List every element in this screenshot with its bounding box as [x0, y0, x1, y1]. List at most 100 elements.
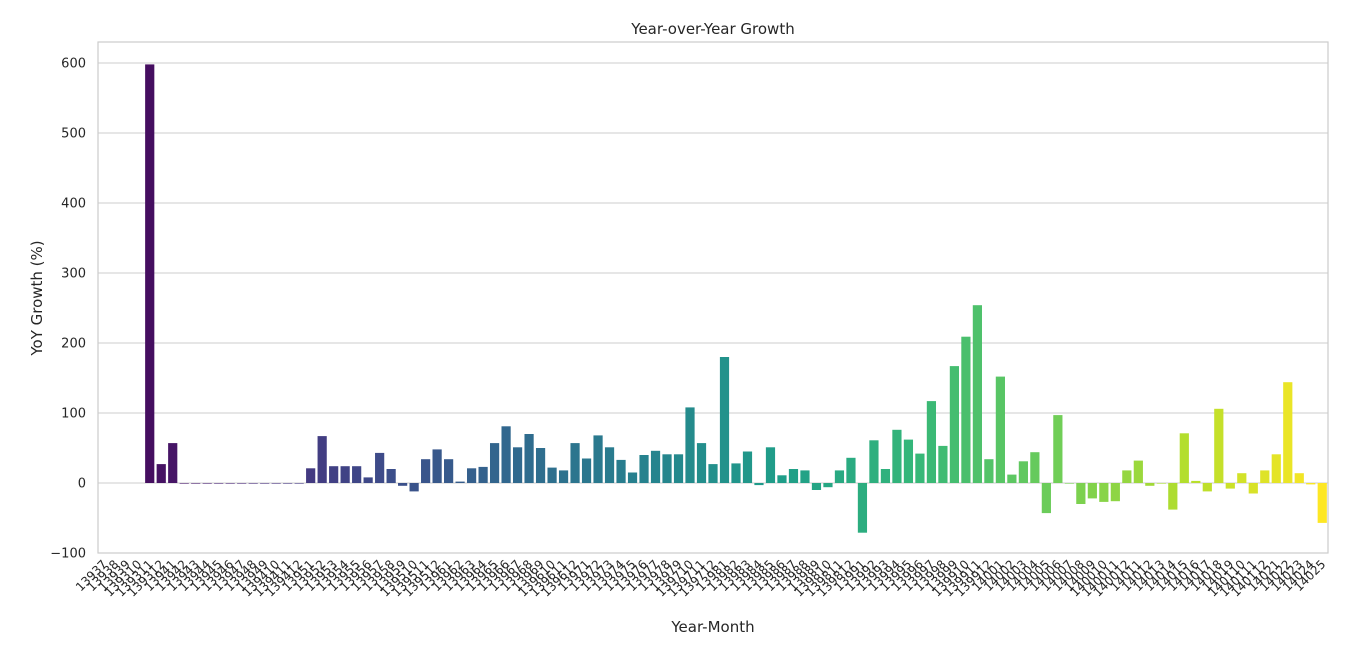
bar-13964	[478, 466, 488, 483]
y-tick-label: 500	[61, 127, 86, 142]
bar-140010	[1099, 483, 1109, 502]
bar-13945	[214, 483, 224, 484]
bar-140012	[1122, 470, 1132, 483]
bar-13997	[926, 401, 937, 483]
bar-13968	[524, 434, 534, 483]
bar-13979	[673, 454, 684, 483]
bar-14019	[1225, 483, 1235, 489]
bar-13975	[627, 472, 638, 483]
y-tick-label: −100	[50, 547, 86, 562]
y-tick-label: 600	[61, 57, 86, 72]
bar-14015	[1179, 433, 1189, 483]
bar-14016	[1191, 480, 1201, 483]
bar-13944	[202, 483, 212, 484]
bar-13963	[467, 468, 477, 483]
bar-14003	[1018, 461, 1028, 483]
bar-139711	[696, 443, 707, 483]
x-axis-ticks: 1393713938139391393101393111393121394113…	[73, 557, 1328, 599]
bar-14008	[1076, 483, 1086, 504]
bar-140110	[1237, 473, 1247, 483]
bar-14017	[1202, 483, 1212, 492]
bar-13993	[880, 469, 891, 483]
bar-139611	[558, 470, 569, 483]
bar-139912	[984, 459, 994, 483]
y-tick-label: 400	[61, 197, 86, 212]
bar-14022	[1283, 382, 1293, 483]
bar-139411	[283, 483, 293, 484]
bar-13962	[455, 481, 465, 483]
bar-13949	[260, 483, 270, 484]
bar-13946	[225, 483, 235, 484]
bar-13985	[765, 447, 776, 483]
bar-139712	[708, 464, 718, 483]
bar-13947	[237, 483, 247, 484]
bar-139911	[972, 305, 982, 483]
bar-140112	[1260, 470, 1270, 483]
y-tick-label: 300	[61, 267, 86, 282]
bar-13967	[512, 447, 523, 483]
bar-14018	[1214, 408, 1224, 483]
bar-140011	[1110, 483, 1120, 502]
bar-14007	[1064, 483, 1074, 484]
bar-13943	[191, 483, 201, 484]
bar-14004	[1030, 452, 1040, 483]
bar-13954	[340, 466, 350, 483]
bar-13988	[800, 470, 810, 483]
bar-13998	[938, 445, 948, 483]
bar-14023	[1294, 473, 1304, 483]
bar-13974	[616, 459, 626, 483]
bar-13955	[352, 466, 362, 483]
bar-13984	[754, 483, 764, 486]
y-axis-ticks: −100 0 100 200 300 400 500 600	[50, 57, 86, 562]
bar-139512	[432, 449, 442, 483]
bar-13958	[386, 469, 396, 483]
bar-13992	[869, 440, 879, 483]
bar-13941	[168, 443, 178, 483]
y-tick-label: 200	[61, 337, 86, 352]
bar-13986	[777, 475, 787, 483]
bar-13961	[444, 459, 454, 483]
y-tick-label: 100	[61, 407, 86, 422]
bar-14006	[1053, 415, 1063, 483]
y-axis-label: YoY Growth (%)	[28, 240, 46, 356]
plot-frame	[97, 41, 1329, 554]
bar-13966	[501, 426, 511, 483]
bar-13952	[317, 436, 327, 483]
bar-13999	[949, 366, 959, 483]
bar-13965	[489, 443, 500, 483]
bar-139812	[846, 457, 856, 483]
bar-13996	[915, 453, 925, 483]
bar-13942	[179, 483, 189, 484]
bar-13981	[719, 357, 730, 483]
bar-13983	[742, 451, 753, 483]
bar-14014	[1168, 483, 1178, 510]
bar-140111	[1248, 483, 1258, 494]
bar-13948	[248, 483, 258, 484]
bar-13953	[329, 466, 339, 483]
bar-13977	[650, 450, 661, 483]
bar-14012	[1145, 483, 1155, 486]
bar-13991	[857, 483, 868, 533]
bars	[145, 64, 1327, 533]
x-axis-label: Year-Month	[670, 618, 754, 636]
bar-14021	[1271, 454, 1281, 483]
chart-title: Year-over-Year Growth	[630, 20, 794, 38]
bar-139811	[834, 470, 845, 483]
bar-139810	[823, 483, 833, 488]
bar-14025	[1317, 483, 1327, 523]
bar-13969	[535, 448, 546, 483]
bar-139612	[570, 443, 580, 483]
bar-13987	[788, 469, 799, 483]
bar-13951	[306, 468, 316, 483]
bar-14009	[1087, 483, 1097, 499]
bar-139511	[421, 459, 431, 483]
bar-13971	[581, 458, 592, 483]
bar-139412	[294, 483, 304, 484]
bar-14024	[1306, 483, 1316, 485]
bar-13973	[604, 447, 615, 483]
bar-139312	[156, 464, 166, 483]
bar-14011	[1133, 460, 1143, 483]
bar-14013	[1156, 483, 1166, 484]
bar-13995	[903, 439, 914, 483]
